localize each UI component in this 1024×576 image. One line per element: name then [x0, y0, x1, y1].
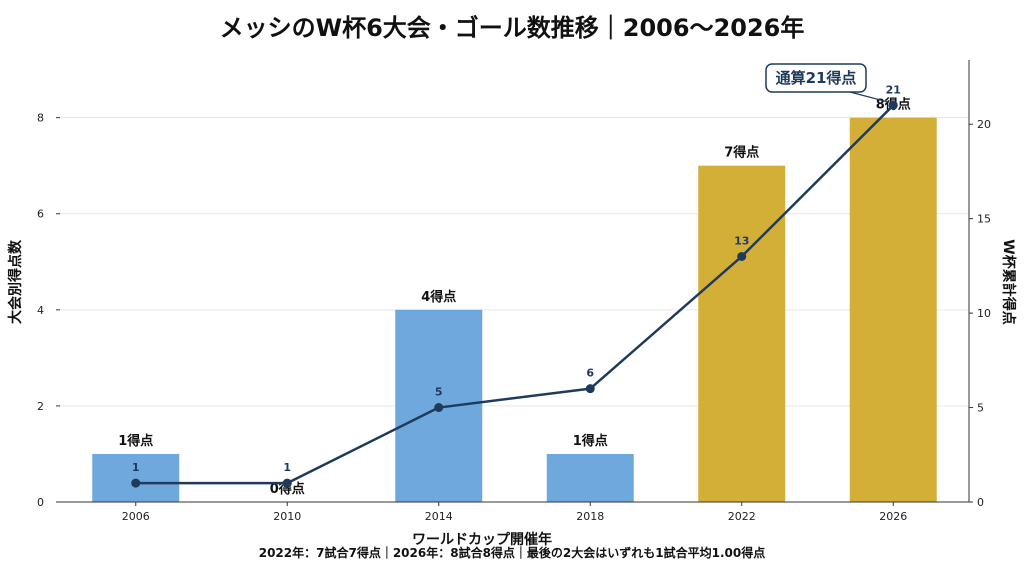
cumulative-point-label: 13 [734, 234, 749, 247]
y-tick-label: 4 [37, 304, 44, 317]
y2-axis-label: W杯累計得点 [1000, 239, 1017, 324]
cumulative-point [131, 478, 141, 488]
y2-tick-label: 10 [977, 307, 991, 320]
y2-tick-label: 15 [977, 213, 991, 226]
cumulative-point-label: 1 [132, 461, 140, 474]
y2-tick-label: 5 [977, 402, 984, 415]
cumulative-point [434, 403, 444, 413]
bar-label: 1得点 [118, 433, 153, 449]
cumulative-series-line [135, 104, 895, 485]
bar [92, 453, 180, 502]
chart-title: メッシのW杯6大会・ゴール数推移｜2006〜2026年 [220, 14, 805, 42]
cumulative-point [888, 100, 898, 110]
x-tick-label: 2026 [879, 510, 907, 523]
cumulative-point-label: 1 [283, 461, 291, 474]
x-tick-label: 2006 [122, 510, 150, 523]
y-tick-label: 2 [37, 400, 44, 413]
grid [60, 117, 969, 503]
footnote: 2022年：7試合7得点｜2026年：8試合8得点｜最後の2大会はいずれも1試合… [259, 545, 766, 560]
cumulative-line: 1 1 5 6 13 21 [131, 83, 901, 488]
cumulative-point [585, 384, 595, 394]
bar-label: 1得点 [573, 433, 608, 449]
bar-label: 0得点 [270, 481, 305, 497]
cumulative-point [282, 478, 292, 488]
annotation-leader [849, 91, 890, 103]
bar [849, 117, 937, 503]
annotation-text: 通算21得点 [776, 69, 857, 87]
x-tick-label: 2018 [576, 510, 604, 523]
y-tick-label: 8 [37, 112, 44, 125]
cumulative-point-label: 6 [586, 367, 594, 380]
bar-label: 4得点 [421, 289, 456, 305]
bars: 1得点0得点4得点1得点7得点8得点 [92, 97, 937, 503]
y-tick-label: 0 [37, 496, 44, 509]
cumulative-point [737, 251, 747, 261]
cumulative-point-label: 5 [435, 386, 443, 399]
y-tick-label: 6 [37, 208, 44, 221]
y2-tick-label: 20 [977, 118, 991, 131]
x-tick-label: 2022 [728, 510, 756, 523]
annotation-callout: 通算21得点 [765, 63, 867, 93]
cumulative-point-label: 21 [886, 83, 901, 96]
annotation-box [765, 63, 867, 93]
y2-tick-label: 0 [977, 496, 984, 509]
y-axis-label: 大会別得点数 [7, 239, 24, 324]
bar-label: 7得点 [724, 145, 759, 161]
bar [698, 165, 786, 502]
x-axis-label: ワールドカップ開催年 [412, 531, 552, 548]
bar [546, 453, 634, 502]
x-tick-label: 2010 [273, 510, 301, 523]
x-tick-label: 2014 [425, 510, 453, 523]
